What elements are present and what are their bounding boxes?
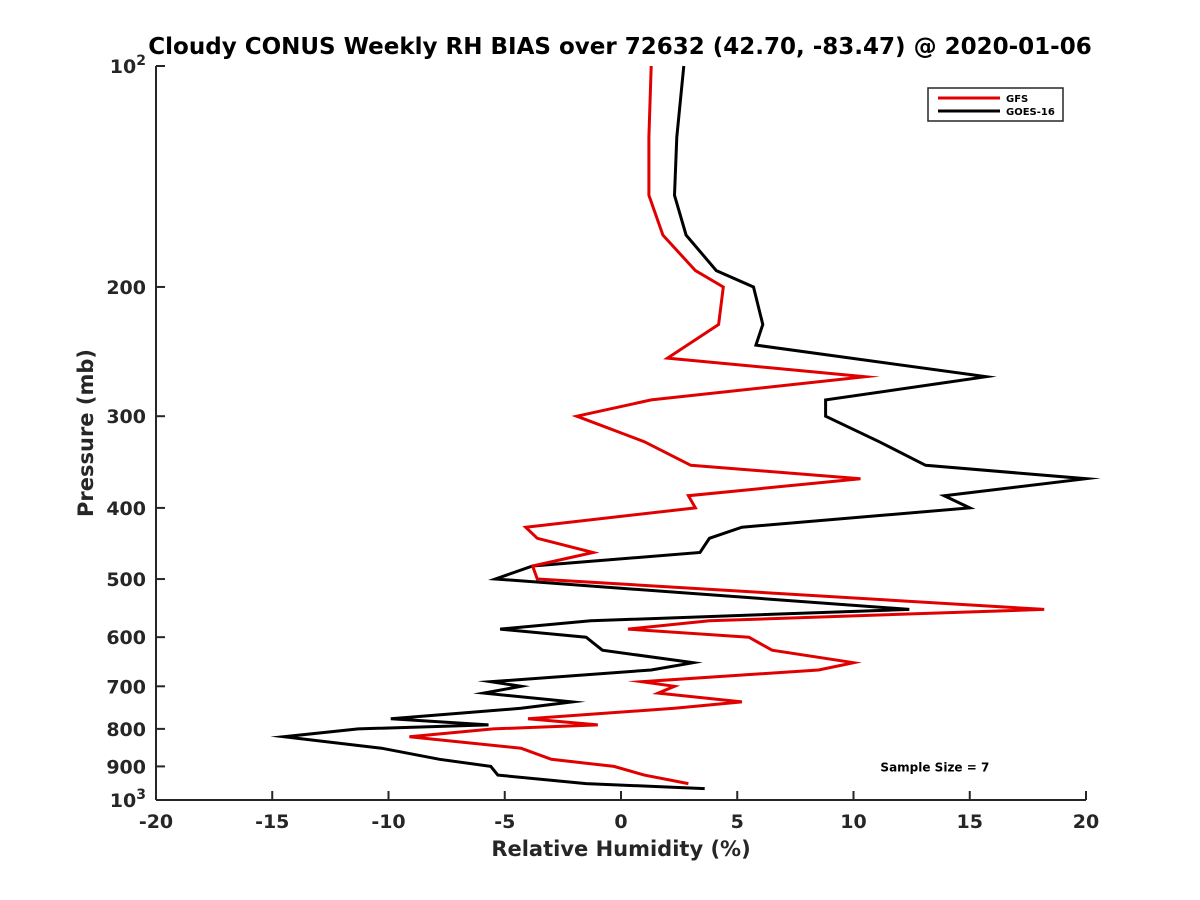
series-layer (270, 65, 1101, 791)
y-tick-label: 600 (106, 627, 146, 649)
x-axis-label: Relative Humidity (%) (491, 837, 750, 861)
y-tick-label: 500 (106, 569, 146, 591)
y-tick-label: 200 (106, 277, 146, 299)
x-tick-label: -5 (494, 811, 515, 833)
y-tick-label: 700 (106, 676, 146, 698)
y-tick-label: 800 (106, 719, 146, 741)
x-tick-label: 20 (1073, 811, 1099, 833)
x-tick-label: 10 (840, 811, 866, 833)
legend-label: GOES-16 (1006, 107, 1055, 118)
legend-box (927, 87, 1064, 122)
y-tick-label: 900 (106, 756, 146, 778)
x-tick-label: 5 (731, 811, 744, 833)
legend-label: GFS (1006, 94, 1028, 105)
legend: GFS GOES-16 (927, 87, 1064, 122)
x-tick-label: -20 (139, 811, 173, 833)
y-decade-tick-label: 103 (110, 787, 146, 812)
ticks-layer: -20 -15 -10 -5 0 5 10 15 20 200 300 400 500 600 700 800… (106, 53, 1099, 833)
y-tick-label: 400 (106, 498, 146, 520)
sample-size-annotation: Sample Size = 7 (880, 760, 989, 774)
x-tick-label: -15 (255, 811, 289, 833)
y-tick-label: 300 (106, 406, 146, 428)
annotations: Sample Size = 7 (880, 760, 989, 774)
chart-title: Cloudy CONUS Weekly RH BIAS over 72632 (… (148, 34, 1091, 60)
series-line-goes-16 (270, 65, 1101, 791)
x-tick-label: -10 (371, 811, 405, 833)
x-tick-label: 15 (957, 811, 983, 833)
y-decade-tick-label: 102 (110, 53, 146, 78)
x-tick-label: 0 (614, 811, 627, 833)
series-line-gfs (409, 65, 1045, 786)
y-axis-label: Pressure (mb) (74, 349, 98, 517)
